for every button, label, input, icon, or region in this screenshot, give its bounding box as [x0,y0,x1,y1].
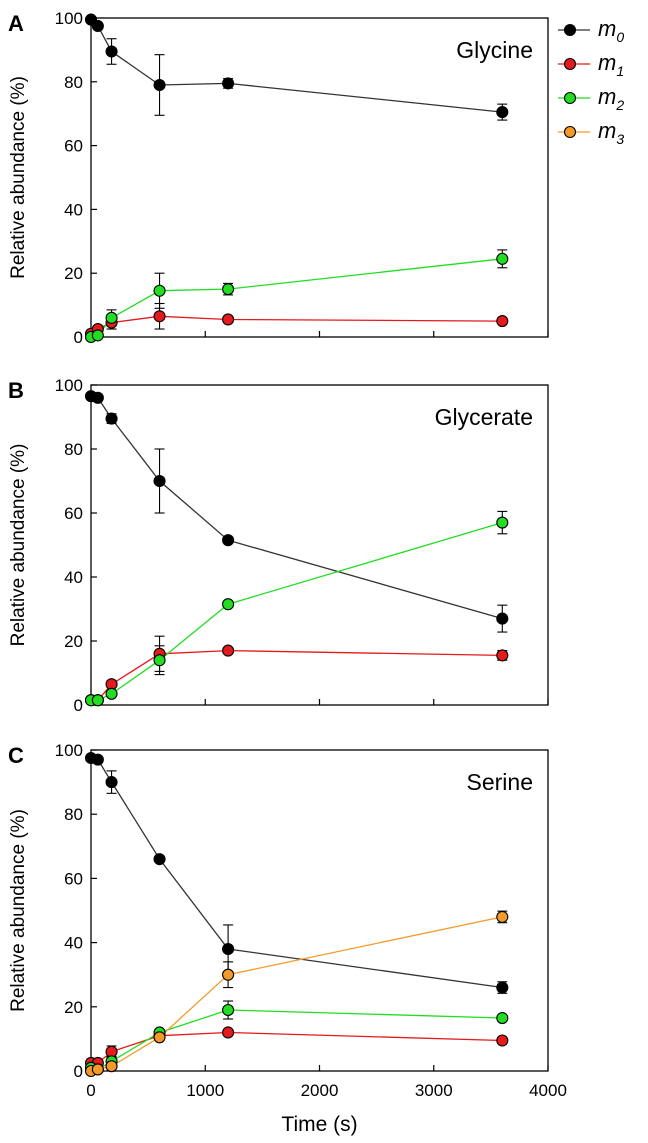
data-point-m0 [153,853,166,866]
data-point-m0 [496,612,509,625]
y-tick-label: 100 [55,376,83,395]
series-line-m1 [90,315,503,335]
y-tick-label: 0 [74,1062,83,1081]
data-point-m2 [105,687,118,700]
legend-item-m2: m2 [558,84,624,113]
legend-item-m0: m0 [558,16,624,45]
y-tick-label: 80 [64,805,83,824]
data-point-m0 [496,981,509,994]
data-point-m0 [105,776,118,789]
data-point-m0 [91,753,104,766]
x-tick-label: 1000 [186,1081,224,1100]
data-point-m0 [153,78,166,92]
data-point-m2 [153,654,166,667]
y-tick-label: 20 [64,632,83,651]
y-tick-label: 80 [64,440,83,459]
data-point-m0 [222,534,235,547]
y-tick-label: 40 [64,200,83,219]
y-tick-label: 0 [74,328,83,347]
x-tick-label: 4000 [529,1081,567,1100]
data-point-m0 [105,412,118,425]
legend-marker [563,57,577,71]
legend-item-m3: m3 [558,118,624,147]
legend-marker [563,125,577,139]
y-tick-label: 100 [55,9,83,28]
y-axis-label: Relative abundance (%) [8,76,29,279]
series-line-m2 [90,1009,503,1071]
y-tick-label: 20 [64,264,83,283]
data-point-m2 [496,1011,509,1025]
data-point-m2 [91,329,104,342]
x-tick-label: 0 [86,1081,95,1100]
legend-label: m3 [598,118,624,147]
data-point-m0 [105,45,118,58]
y-tick-label: 40 [64,934,83,953]
series-line-m2 [90,258,503,338]
data-point-m3 [153,1031,166,1044]
data-point-m1 [222,1026,235,1039]
y-axis-label: Relative abundance (%) [8,444,29,647]
data-point-m2 [496,252,509,265]
data-point-m0 [91,391,104,404]
legend-marker [563,23,577,37]
data-point-m0 [496,106,509,119]
data-point-m3 [91,1063,104,1076]
data-point-m2 [496,516,509,529]
panel-letter: A [8,11,24,36]
data-point-m1 [496,1034,509,1047]
panel-title: Glycine [456,37,533,63]
legend-label: m0 [598,16,624,45]
panel-letter: B [8,378,24,403]
legend: m0 m1 m2 m3 [558,16,624,147]
y-tick-label: 60 [64,869,83,888]
data-point-m0 [91,19,104,33]
legend-label: m2 [598,84,624,113]
y-tick-label: 40 [64,568,83,587]
data-point-m2 [222,598,235,611]
y-tick-label: 100 [55,741,83,760]
panel-title: Serine [467,769,533,795]
data-point-m1 [222,644,235,657]
y-axis-label: Relative abundance (%) [8,809,29,1012]
data-point-m2 [105,311,118,324]
series-line-m2 [91,521,503,701]
data-point-m0 [153,474,166,488]
data-point-m2 [222,1003,235,1017]
data-point-m3 [105,1060,118,1073]
series-line-m1 [91,649,503,701]
panel-title: Glycerate [435,404,533,430]
data-point-m2 [91,694,104,707]
data-point-m3 [496,910,509,923]
data-point-m2 [153,284,166,297]
data-point-m2 [222,283,235,296]
legend-item-m1: m1 [558,50,624,79]
data-point-m0 [222,942,235,956]
x-tick-label: 3000 [415,1081,453,1100]
plot-frame [90,749,549,1072]
x-tick-label: 2000 [301,1081,339,1100]
y-tick-label: 80 [64,73,83,92]
legend-marker [563,91,577,105]
panel-letter: C [8,743,24,768]
y-tick-label: 60 [64,137,83,156]
panel-glycine: 0 20 40 60 80 100 Relative abundance (%) A Glyci… [8,9,549,347]
x-axis-label: Time (s) [281,1113,357,1136]
data-point-m1 [153,310,166,323]
data-point-m1 [222,313,235,326]
data-point-m1 [496,649,509,662]
y-tick-label: 0 [74,696,83,715]
panel-glycerate: 0 20 40 60 80 100 Relative abundance (%) B Glyce… [8,376,549,715]
y-tick-label: 20 [64,998,83,1017]
legend-label: m1 [598,50,624,79]
data-point-m3 [222,968,235,981]
series-line-m0 [90,757,503,989]
series-line-m0 [90,19,503,113]
series-line-m3 [90,916,503,1072]
data-point-m1 [496,314,509,328]
y-tick-label: 60 [64,504,83,523]
data-point-m0 [222,77,235,90]
